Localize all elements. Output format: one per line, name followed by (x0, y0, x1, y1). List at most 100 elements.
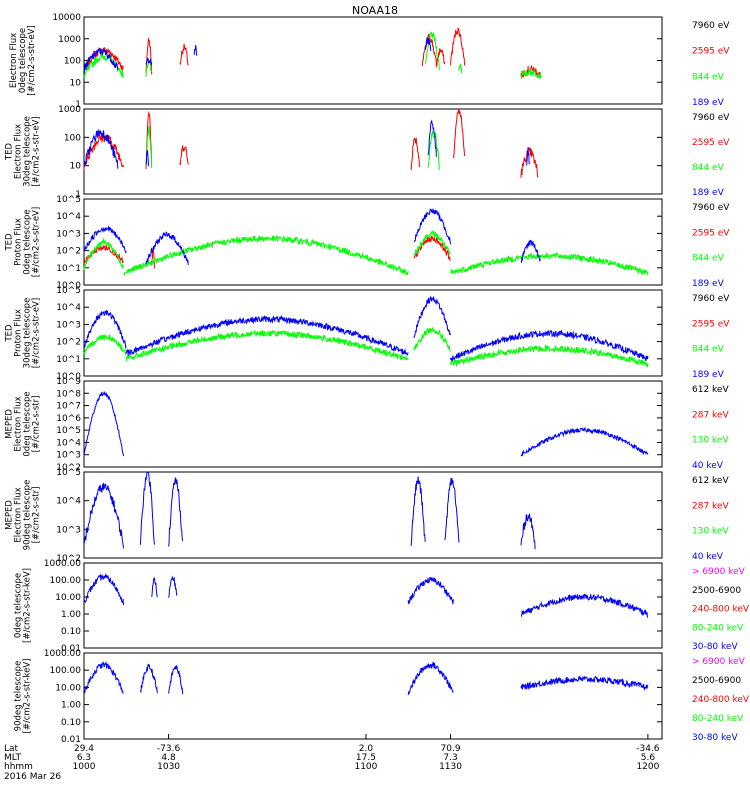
data-trace (444, 477, 460, 543)
y-axis-label-line: [#/cm2-s-str] (32, 487, 42, 544)
y-tick-label: 1000 (58, 105, 81, 115)
x-row-label: MLT (4, 753, 22, 763)
y-tick-label: 1 (75, 100, 81, 110)
panel-3: 10^0 10^1 10^2 10^3 10^4 10^5 TED Proton Flux 0d… (5, 195, 731, 291)
data-trace (145, 57, 153, 66)
data-trace (83, 333, 127, 356)
y-axis-label-line: [#/cm2-s-str-keV] (23, 659, 33, 734)
y-axis-label-line: 90deg telescope (23, 480, 33, 551)
data-trace (424, 31, 440, 70)
y-axis-label: TED Proton Flux 30deg telescope [#/cm2-s-st… (5, 298, 42, 369)
data-trace (179, 43, 189, 66)
legend-entry: 2500-6900 (692, 676, 741, 686)
data-trace (139, 471, 155, 545)
y-tick-label: 10^1 (56, 355, 81, 365)
data-trace (427, 130, 440, 170)
legend-entry: 2595 eV (692, 319, 730, 329)
series-3 (83, 37, 432, 74)
y-tick-label: 100.00 (50, 666, 82, 676)
y-tick-label: 10^8 (56, 389, 81, 399)
x-tick-lat: -73.6 (157, 744, 181, 754)
y-tick-label: 10^6 (56, 414, 81, 424)
x-tick-hhmm: 1100 (354, 762, 377, 772)
data-trace (520, 239, 542, 263)
legend-entry: 189 eV (692, 98, 725, 108)
x-tick-hhmm: 1200 (636, 762, 659, 772)
y-axis-label-line: [#/cm2-s-str-eV] (27, 25, 37, 95)
data-trace (450, 329, 649, 362)
legend-entry: > 6900 keV (692, 567, 746, 577)
y-tick-label: 10^2 (56, 247, 81, 257)
data-trace (407, 576, 454, 605)
y-tick-label: 1.00 (61, 610, 81, 620)
y-axis-label: 90deg telescope [#/cm2-s-str-keV] (14, 659, 33, 734)
y-axis-label-line: Proton Flux (14, 309, 24, 357)
legend-entry: 80-240 keV (692, 623, 744, 633)
y-tick-label: 10^7 (56, 402, 81, 412)
legend-entry: 2595 eV (692, 47, 730, 57)
legend-entry: 189 eV (692, 370, 725, 380)
y-tick-label: 10^1 (56, 264, 81, 274)
data-trace (427, 119, 437, 157)
legend-entry: 130 keV (692, 436, 729, 446)
data-trace (83, 482, 124, 549)
legend-entry: 130 keV (692, 527, 729, 537)
y-tick-label: 10^5 (56, 468, 81, 478)
series-3 (83, 391, 649, 457)
y-axis-label-line: TED (5, 142, 15, 161)
legend-entry: 189 eV (692, 188, 725, 198)
legend-entry: 40 keV (692, 461, 724, 471)
legend-entry: 844 eV (692, 254, 725, 264)
data-trace (83, 237, 124, 270)
y-axis-label-line: TED (5, 233, 15, 252)
data-trace (83, 46, 119, 74)
y-axis-label: TED Electron Flux 30deg telescope [#/cm2-s-… (5, 116, 42, 187)
x-tick-lat: -34.6 (636, 744, 660, 754)
data-trace (413, 327, 451, 352)
legend-entry: 2595 eV (692, 228, 730, 238)
y-tick-label: 10^4 (56, 497, 81, 507)
data-trace (145, 38, 153, 75)
y-tick-label: 1 (75, 190, 81, 200)
panel-5: 10^2 10^3 10^4 10^5 10^6 10^7 10^8 10^9 MEPED Ele… (5, 377, 730, 473)
y-axis-label-line: TED (5, 324, 15, 343)
panel-frame (83, 652, 663, 740)
y-tick-label: 1000 (58, 35, 81, 45)
y-tick-label: 100.00 (50, 576, 82, 586)
x-tick-mlt: 4.8 (161, 753, 176, 763)
data-trace (450, 27, 466, 66)
y-axis-label: 0deg telescope [#/cm2-s-str-keV] (14, 568, 33, 643)
legend-entry: 189 eV (692, 279, 725, 289)
panel-frame (83, 471, 663, 559)
data-trace (179, 145, 189, 166)
x-tick-hhmm: 1000 (73, 762, 96, 772)
data-trace (410, 476, 426, 547)
date-label: 2016 Mar 26 (4, 772, 61, 782)
panel-1: 1 10 100 1000 10000 Electron Flux 0deg telesco… (9, 13, 730, 110)
y-axis-label: MEPED Electron Flux 90deg telescope [#/cm2-… (5, 480, 42, 551)
x-tick-mlt: 6.3 (77, 753, 91, 763)
data-trace (450, 251, 649, 276)
y-axis-label-line: Electron Flux (14, 487, 24, 542)
y-axis-label-line: 30deg telescope (23, 116, 33, 187)
y-axis-label-line: 0deg telescope (18, 28, 28, 93)
series-3 (83, 471, 536, 550)
series-2 (83, 229, 649, 277)
y-tick-label: 10^3 (56, 229, 81, 239)
legend-entry: 844 eV (692, 345, 725, 355)
y-axis-label: MEPED Electron Flux 0deg telescope [#/cm2-s… (5, 391, 42, 456)
legend-entry: 40 keV (692, 552, 724, 562)
data-trace (407, 661, 454, 696)
y-tick-label: 100 (64, 57, 81, 67)
data-trace (413, 229, 451, 257)
panel-7: 0.01 0.10 1.00 10.00 100.00 1000.00 0deg teles… (14, 559, 750, 654)
series-3 (83, 119, 530, 169)
panel-2: 1 10 100 1000 TED Electron Flux 30deg telescop… (5, 105, 731, 200)
legend-entry: 7960 eV (692, 203, 730, 213)
data-trace (520, 147, 539, 178)
y-axis-label-line: MEPED (5, 409, 15, 439)
y-tick-label: 10^3 (56, 451, 81, 461)
data-trace (521, 67, 542, 79)
